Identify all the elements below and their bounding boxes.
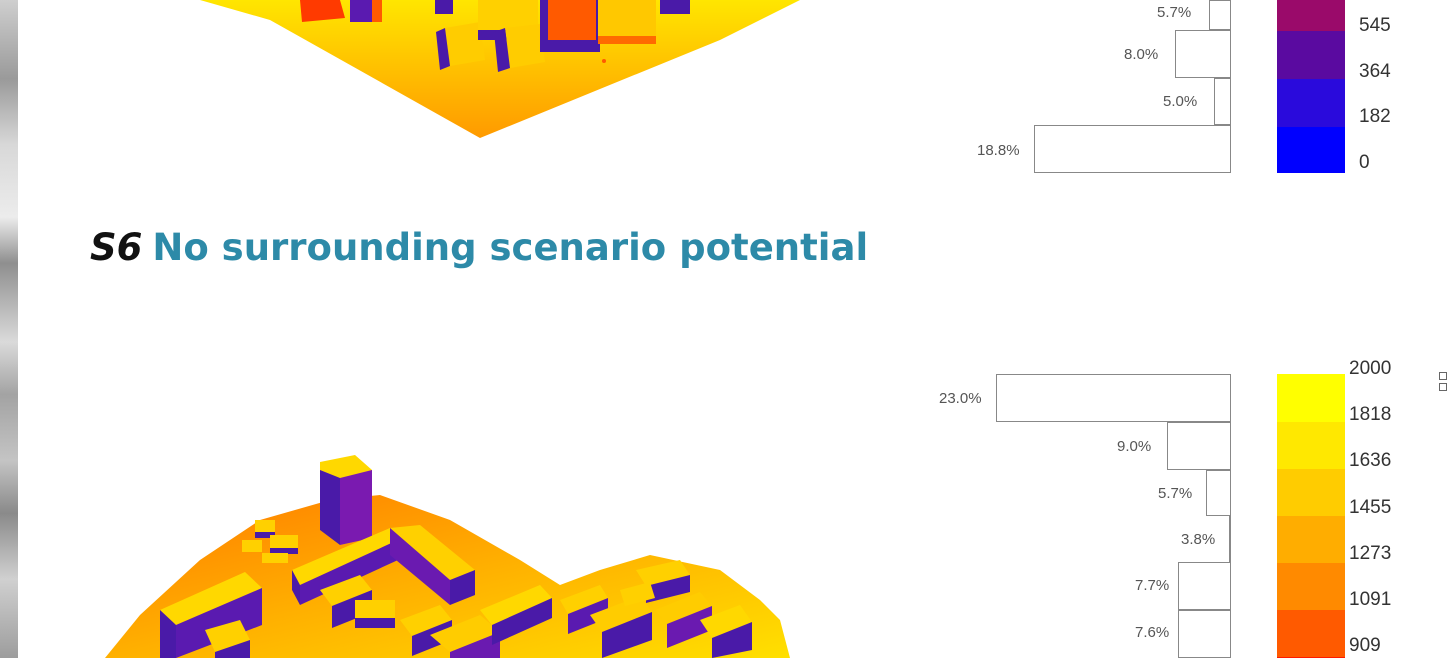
left-image-strip	[0, 0, 18, 658]
histogram-bar	[1178, 610, 1231, 658]
histogram-bar	[1178, 562, 1231, 610]
section-heading: S6 No surrounding scenario potential	[90, 226, 868, 269]
histogram-label: 18.8%	[977, 142, 1020, 159]
legend-label: 0	[1359, 152, 1370, 173]
legend-swatch	[1277, 31, 1345, 79]
histogram-bar	[1229, 516, 1231, 562]
histogram-label: 7.6%	[1135, 624, 1170, 641]
histogram-bar	[1175, 30, 1231, 78]
histogram-bar	[1214, 78, 1231, 125]
histogram-bar	[1209, 0, 1231, 30]
bottom-map	[105, 455, 790, 658]
legend-label: 545	[1359, 15, 1391, 36]
legend-label: 1273	[1349, 543, 1392, 564]
top-map	[200, 0, 800, 138]
legend-swatch	[1277, 0, 1345, 31]
histogram-label: 5.7%	[1157, 4, 1192, 21]
legend-swatch	[1277, 422, 1345, 469]
legend-swatch	[1277, 469, 1345, 516]
histogram-label: 3.8%	[1181, 531, 1216, 548]
histogram-bar	[1034, 125, 1231, 173]
legend-marker-box	[1439, 372, 1447, 380]
legend-label: 1091	[1349, 589, 1392, 610]
legend-label: 2000	[1349, 358, 1392, 379]
legend-label: 1455	[1349, 497, 1392, 518]
histogram-label: 7.7%	[1135, 577, 1170, 594]
legend-swatch	[1277, 374, 1345, 422]
legend-swatch	[1277, 610, 1345, 657]
legend-swatch	[1277, 79, 1345, 127]
legend-swatch	[1277, 127, 1345, 173]
histogram-label: 9.0%	[1117, 438, 1152, 455]
legend-swatch	[1277, 516, 1345, 563]
histogram-bar	[1167, 422, 1231, 470]
scenario-title: No surrounding scenario potential	[152, 226, 869, 269]
histogram-bar	[996, 374, 1231, 422]
histogram-label: 23.0%	[939, 390, 982, 407]
histogram-label: 5.7%	[1158, 485, 1193, 502]
scenario-code: S6	[90, 226, 143, 269]
legend-swatch	[1277, 563, 1345, 610]
legend-label: 1818	[1349, 404, 1392, 425]
legend-label: 909	[1349, 635, 1381, 656]
legend-marker-box	[1439, 383, 1447, 391]
histogram-label: 8.0%	[1124, 46, 1159, 63]
histogram-bar	[1206, 470, 1231, 516]
legend-label: 1636	[1349, 450, 1392, 471]
legend-label: 182	[1359, 106, 1391, 127]
legend-label: 364	[1359, 61, 1391, 82]
histogram-label: 5.0%	[1163, 93, 1198, 110]
